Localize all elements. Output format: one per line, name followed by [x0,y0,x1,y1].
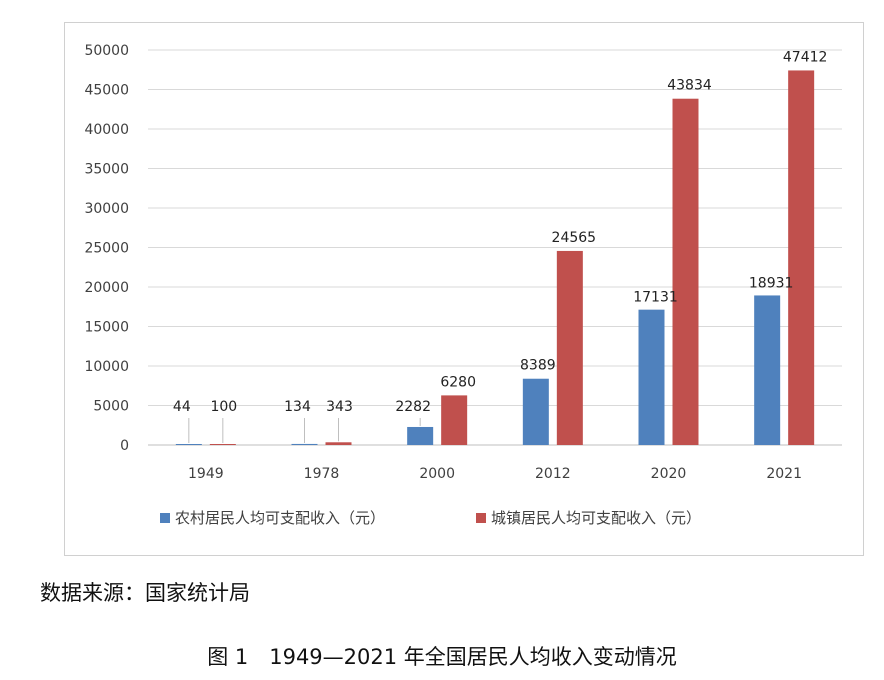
data-label: 44 [173,399,191,415]
data-label: 8389 [520,358,556,374]
legend-swatch-rural [160,513,170,523]
data-labels: 44 100 134 343 2282 6280 8389 24565 17131 43834 18… [173,49,828,443]
y-tick-label: 35000 [84,162,129,178]
y-tick-label: 20000 [84,280,129,296]
data-label: 17131 [633,290,678,306]
bar-rural [754,295,781,445]
x-tick-label: 2000 [419,466,455,482]
data-label: 47412 [783,49,828,65]
x-tick-label: 2012 [535,466,571,482]
bars [175,70,815,446]
y-tick-label: 50000 [84,43,129,59]
y-axis: 0 5000 10000 15000 20000 25000 30000 35000 40000… [84,43,129,454]
y-tick-label: 30000 [84,201,129,217]
y-tick-label: 15000 [84,320,129,336]
bar-rural [638,309,665,445]
data-label: 24565 [552,230,597,246]
figure-caption: 图 1 1949—2021 年全国居民人均收入变动情况 [207,645,677,669]
legend-swatch-urban [476,513,486,523]
data-label: 343 [326,399,353,415]
bar-rural [407,426,434,445]
bar-urban [441,395,468,445]
y-tick-label: 25000 [84,241,129,257]
gridlines [148,49,842,446]
bar-urban [556,250,583,445]
data-label: 43834 [667,78,712,94]
bar-rural [175,444,202,445]
bar-urban [325,442,352,445]
y-tick-label: 5000 [93,399,129,415]
x-tick-label: 2021 [766,466,802,482]
bar-urban [209,444,236,445]
legend: 农村居民人均可支配收入（元） 城镇居民人均可支配收入（元） [160,509,701,527]
data-label: 134 [284,399,311,415]
legend-label-rural: 农村居民人均可支配收入（元） [175,509,385,527]
x-tick-label: 1949 [188,466,224,482]
source-note: 数据来源：国家统计局 [40,581,250,605]
data-label: 18931 [749,275,794,291]
data-label: 100 [210,399,237,415]
y-tick-label: 45000 [84,83,129,99]
bar-rural [522,378,549,445]
bar-chart: 0 5000 10000 15000 20000 25000 30000 35000 40000… [84,43,842,527]
x-tick-label: 1978 [304,466,340,482]
y-tick-label: 0 [120,438,129,454]
chart-frame [64,22,864,556]
data-label: 2282 [395,399,431,415]
x-axis: 1949 1978 2000 2012 2020 2021 [188,466,802,482]
y-tick-label: 40000 [84,122,129,138]
legend-label-urban: 城镇居民人均可支配收入（元） [491,509,701,527]
bar-urban [672,98,699,446]
bar-rural [291,443,318,445]
x-tick-label: 2020 [651,466,687,482]
bar-urban [788,70,815,446]
y-tick-label: 10000 [84,359,129,375]
data-label: 6280 [440,374,476,390]
